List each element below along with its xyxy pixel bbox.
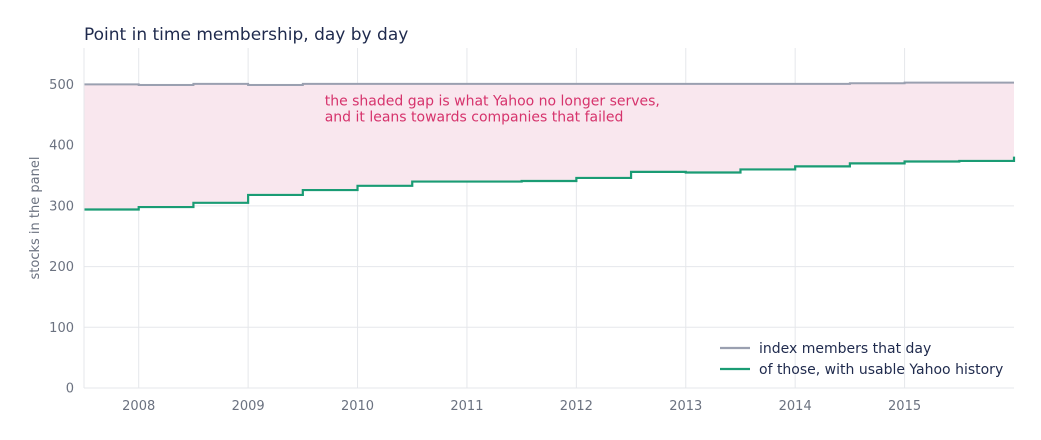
x-tick-label: 2012 bbox=[560, 399, 593, 414]
y-tick-label: 500 bbox=[49, 78, 74, 93]
series-line-yahoo-history bbox=[84, 156, 1016, 211]
series-lines bbox=[84, 81, 1016, 211]
x-tick-label: 2014 bbox=[779, 399, 812, 414]
x-tick-label: 2008 bbox=[122, 399, 155, 414]
x-tick-labels: 2008 2009 2010 2011 2012 2013 2014 2015 bbox=[122, 399, 921, 414]
y-tick-label: 300 bbox=[49, 199, 74, 214]
x-tick-label: 2013 bbox=[669, 399, 702, 414]
annotation-line-1: the shaded gap is what Yahoo no longer s… bbox=[325, 94, 660, 110]
annotation: the shaded gap is what Yahoo no longer s… bbox=[325, 94, 665, 126]
x-tick-label: 2009 bbox=[232, 399, 265, 414]
y-tick-label: 100 bbox=[49, 321, 74, 336]
x-tick-label: 2011 bbox=[450, 399, 483, 414]
y-axis-label: stocks in the panel bbox=[28, 157, 43, 280]
annotation-line-2: and it leans towards companies that fail… bbox=[325, 110, 624, 126]
x-tick-label: 2010 bbox=[341, 399, 374, 414]
legend-label: of those, with usable Yahoo history bbox=[759, 362, 1003, 378]
y-tick-label: 400 bbox=[49, 139, 74, 154]
x-tick-label: 2015 bbox=[888, 399, 921, 414]
y-tick-label: 0 bbox=[66, 382, 74, 397]
chart-title: Point in time membership, day by day bbox=[84, 25, 409, 45]
legend-label: index members that day bbox=[759, 341, 931, 357]
legend: index members that day of those, with usa… bbox=[720, 341, 1003, 378]
y-tick-label: 200 bbox=[49, 260, 74, 275]
shaded-gap-area bbox=[84, 82, 1014, 210]
series-line-index-members bbox=[84, 81, 1014, 87]
y-tick-labels: 0 100 200 300 400 500 bbox=[49, 78, 74, 397]
